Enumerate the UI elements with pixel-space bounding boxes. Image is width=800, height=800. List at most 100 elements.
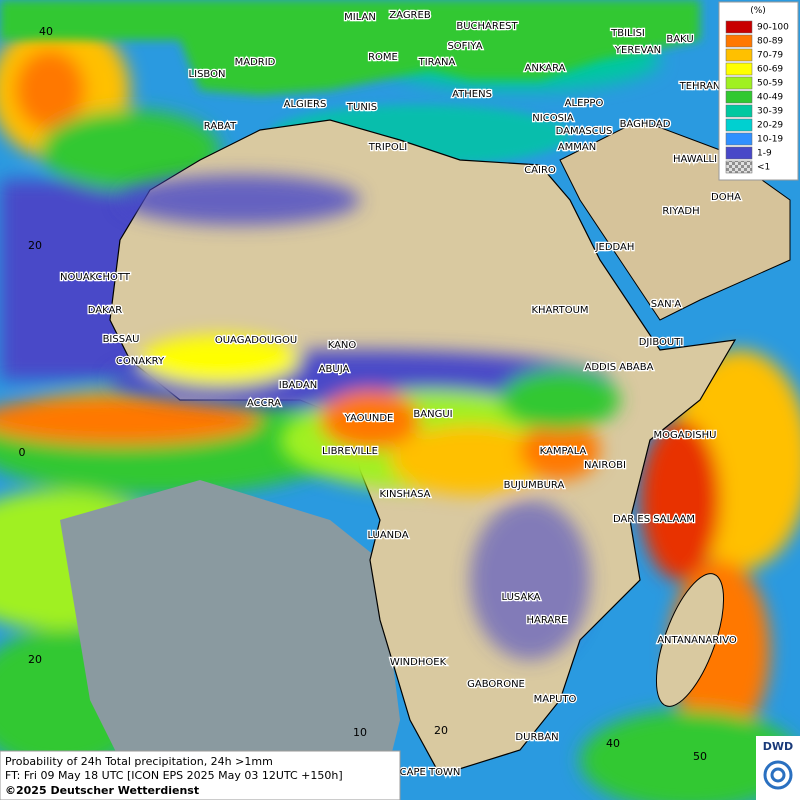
legend: (%) 90-100 80-89 70-79 60-69 50-59 40-49 30-39…	[718, 1, 799, 181]
city-label: MOGADISHU	[654, 430, 717, 441]
city-label: DJIBOUTI	[639, 337, 684, 348]
city-label: ALEPPO	[565, 98, 604, 109]
city-label: ABUJA	[319, 364, 350, 375]
city-label: ROME	[368, 52, 398, 63]
city-label: SAN'A	[651, 299, 682, 310]
city-label: KHARTOUM	[531, 305, 588, 316]
city-label: LISBON	[189, 69, 226, 80]
legend-label: 30-39	[757, 107, 783, 117]
legend-label: <1	[757, 163, 770, 173]
city-label: TUNIS	[346, 102, 377, 113]
city-label: WINDHOEK	[390, 657, 447, 668]
footer-box	[0, 750, 401, 800]
logo-icon	[770, 767, 786, 783]
city-label: BUCHAREST	[456, 21, 518, 32]
legend-swatch	[725, 146, 753, 160]
grid-label: 50	[693, 750, 707, 763]
grid-label: 0	[19, 446, 26, 459]
city-label: DAMASCUS	[556, 126, 613, 137]
city-label: HARARE	[526, 615, 567, 626]
city-label: YAOUNDE	[344, 413, 394, 424]
europe	[0, 0, 700, 95]
legend-swatch	[725, 118, 753, 132]
legend-label: 1-9	[757, 149, 772, 159]
city-label: NOUAKCHOTT	[60, 272, 131, 283]
city-label: ACCRA	[247, 398, 281, 409]
city-label: GABORONE	[467, 679, 525, 690]
city-label: LIBREVILLE	[322, 446, 378, 457]
city-label: LUANDA	[367, 530, 408, 541]
city-label: CAIRO	[524, 165, 556, 176]
city-label: IBADAN	[279, 380, 318, 391]
city-label: NAIROBI	[584, 460, 626, 471]
legend-label: 90-100	[757, 23, 789, 33]
city-label: OUAGADOUGOU	[215, 335, 297, 346]
city-label: BANGUI	[413, 409, 452, 420]
city-label: DAR ES SALAAM	[613, 514, 695, 525]
city-label: BAKU	[666, 34, 693, 45]
city-label: MADRID	[235, 57, 276, 68]
legend-swatch	[725, 160, 753, 174]
legend-swatch	[725, 48, 753, 62]
city-label: ZAGREB	[389, 10, 431, 21]
grid-labels: 40 20 0 20 10 20 40 50	[19, 25, 708, 763]
precip-land	[110, 175, 620, 660]
city-label: HAWALLI	[673, 154, 717, 165]
city-label: BAGHDAD	[620, 119, 671, 130]
city-label: TBILISI	[610, 28, 645, 39]
city-label: KAMPALA	[540, 446, 587, 457]
grid-label: 20	[28, 653, 42, 666]
city-label: DURBAN	[515, 732, 558, 743]
city-label: CONAKRY	[116, 356, 165, 367]
city-label: BUJUMBURA	[504, 480, 565, 491]
legend-swatch	[725, 76, 753, 90]
legend-swatch	[725, 20, 753, 34]
city-label: DOHA	[711, 192, 741, 203]
madagascar	[655, 573, 725, 707]
footer-title: Probability of 24h Total precipitation, …	[5, 755, 273, 768]
grid-label: 20	[434, 724, 448, 737]
legend-label: 20-29	[757, 121, 783, 131]
legend-label: 60-69	[757, 65, 783, 75]
city-label: BISSAU	[103, 334, 140, 345]
city-label: AMMAN	[558, 142, 596, 153]
city-label: RABAT	[204, 121, 237, 132]
legend-swatch	[725, 90, 753, 104]
legend-swatch	[725, 34, 753, 48]
legend-label: 50-59	[757, 79, 783, 89]
legend-swatch	[725, 104, 753, 118]
city-label: DAKAR	[88, 305, 123, 316]
footer-time: FT: Fri 09 May 18 UTC [ICON EPS 2025 May…	[5, 769, 343, 782]
city-label: TEHRAN	[679, 81, 721, 92]
grid-label: 10	[353, 726, 367, 739]
city-label: TRIPOLI	[368, 142, 407, 153]
legend-label: 40-49	[757, 93, 783, 103]
footer-copyright: ©2025 Deutscher Wetterdienst	[5, 784, 199, 797]
city-label: MAPUTO	[534, 694, 577, 705]
dry-atlantic	[60, 480, 400, 800]
logo-icon	[763, 760, 793, 790]
city-label: ATHENS	[452, 89, 492, 100]
city-label: RIYADH	[662, 206, 699, 217]
city-label: ALGIERS	[284, 99, 327, 110]
grid-label: 40	[39, 25, 53, 38]
city-label: NICOSIA	[532, 113, 574, 124]
city-label: SOFIYA	[447, 41, 482, 52]
legend-label: 10-19	[757, 135, 783, 145]
city-label: ADDIS ABABA	[585, 362, 654, 373]
logo-text: DWD	[763, 740, 793, 753]
city-label: TIRANA	[418, 57, 456, 68]
grid-label: 20	[28, 239, 42, 252]
city-label: CAPE TOWN	[400, 767, 461, 778]
legend-swatch	[725, 132, 753, 146]
legend-swatch	[725, 62, 753, 76]
legend-label: 80-89	[757, 37, 783, 47]
city-label: ANTANANARIVO	[657, 635, 737, 646]
legend-title: (%)	[750, 6, 766, 16]
city-label: ANKARA	[525, 63, 566, 74]
city-labels: MILAN ZAGREB BUCHAREST TBILISI BAKU MADRID ROM…	[59, 9, 743, 780]
city-label: KANO	[328, 340, 357, 351]
city-label: MILAN	[344, 12, 376, 23]
city-label: LUSAKA	[502, 592, 541, 603]
